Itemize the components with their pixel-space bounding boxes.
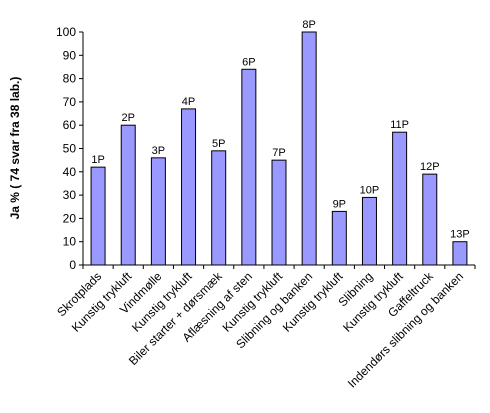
- bar: [120, 124, 136, 266]
- bar-data-label: 10P: [360, 184, 380, 196]
- bar-data-label: 6P: [242, 56, 255, 68]
- bars: [90, 31, 468, 266]
- bar-data-label: 8P: [302, 19, 315, 31]
- bar: [150, 157, 166, 266]
- bar: [422, 173, 438, 266]
- y-axis-label: Ja % ( 74 svar fra 38 lab.): [8, 77, 22, 220]
- bar-data-label: 9P: [333, 198, 346, 210]
- bar-data-label: 12P: [420, 161, 440, 173]
- y-tick-label: 70: [63, 95, 77, 109]
- y-tick-label: 0: [69, 258, 76, 272]
- bar: [452, 241, 468, 266]
- bar-data-label: 7P: [272, 147, 285, 159]
- bar: [90, 166, 106, 266]
- bar-data-label: 13P: [450, 229, 470, 241]
- y-tick-label: 80: [63, 72, 77, 86]
- bar: [361, 196, 377, 266]
- y-tick-label: 100: [56, 25, 76, 39]
- bar: [392, 131, 408, 266]
- bar: [211, 150, 227, 266]
- y-tick-label: 30: [63, 188, 77, 202]
- bar: [181, 108, 197, 266]
- y-tick-label: 20: [63, 211, 77, 225]
- bar-data-label: 2P: [121, 112, 134, 124]
- y-tick-label: 10: [63, 235, 77, 249]
- bar: [271, 159, 287, 266]
- y-tick-label: 90: [63, 48, 77, 62]
- bar-data-label: 3P: [152, 145, 165, 157]
- bar: [241, 68, 257, 266]
- y-axis-ticks: 0 10 20 30 40 50 60 70 80 90 100: [56, 25, 476, 272]
- bar: [301, 31, 317, 266]
- y-tick-label: 50: [63, 142, 77, 156]
- y-tick-label: 60: [63, 118, 77, 132]
- data-labels: 1P 2P 3P 4P 5P 6P 7P 8P 9P 10P 11P 12P 13P: [91, 19, 469, 241]
- bar-data-label: 11P: [390, 119, 409, 131]
- bar-data-label: 4P: [182, 96, 195, 108]
- bar-data-label: 5P: [212, 138, 225, 150]
- y-tick-label: 40: [63, 165, 77, 179]
- bar-data-label: 1P: [91, 154, 104, 166]
- bar: [331, 210, 347, 266]
